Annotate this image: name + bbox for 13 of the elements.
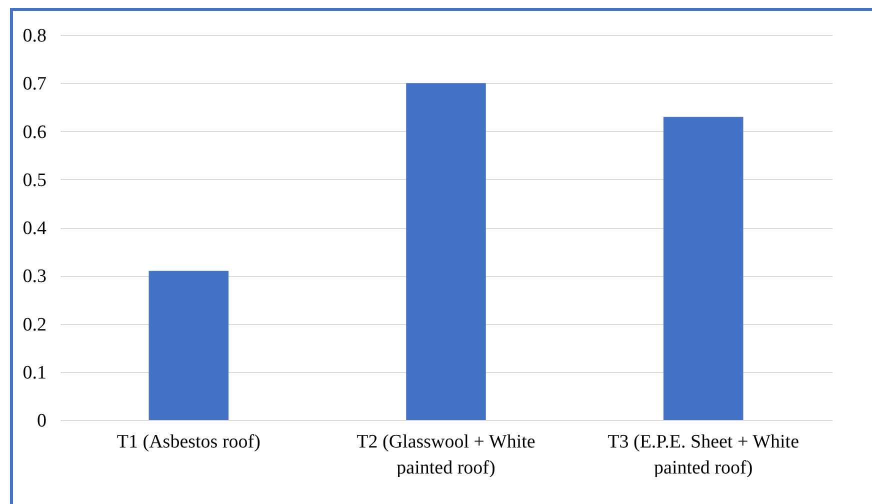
bar xyxy=(148,270,229,420)
y-tick-label: 0.4 xyxy=(22,218,47,239)
y-tick-label: 0.1 xyxy=(22,362,46,384)
y-tick-label: 0.2 xyxy=(22,314,46,336)
y-tick-label: 0.6 xyxy=(22,122,46,143)
y-tick-label: 0 xyxy=(37,410,46,432)
y-tick-label: 0.7 xyxy=(22,74,46,95)
bar xyxy=(663,116,744,420)
bar xyxy=(406,83,486,420)
x-tick-label: T1 (Asbestos roof) xyxy=(116,432,260,452)
y-tick-label: 0.8 xyxy=(22,26,46,46)
y-tick-label: 0.3 xyxy=(22,266,46,288)
y-tick-label: 0.5 xyxy=(22,170,46,191)
